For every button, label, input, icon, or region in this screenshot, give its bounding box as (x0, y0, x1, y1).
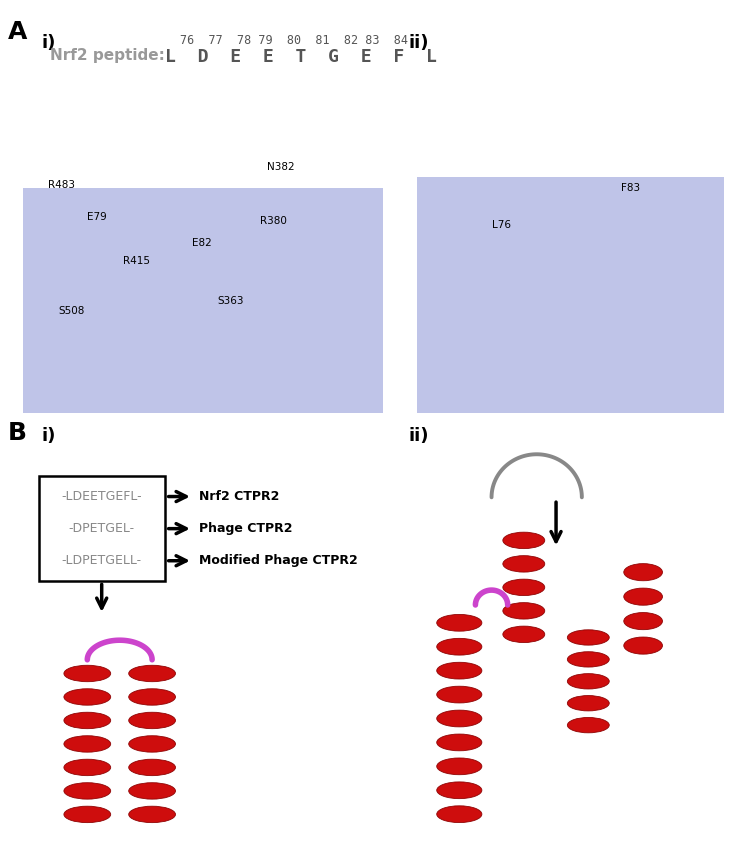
Text: R415: R415 (123, 256, 150, 266)
Ellipse shape (567, 695, 609, 711)
Text: 76  77  78 79  80  81  82 83  84: 76 77 78 79 80 81 82 83 84 (180, 34, 408, 47)
Text: S508: S508 (58, 306, 85, 317)
Ellipse shape (129, 665, 176, 682)
Ellipse shape (64, 712, 111, 728)
Text: F83: F83 (620, 184, 640, 193)
Ellipse shape (436, 710, 482, 727)
Text: A: A (8, 20, 27, 43)
FancyBboxPatch shape (39, 476, 165, 581)
Ellipse shape (436, 782, 482, 798)
Text: -LDPETGELL-: -LDPETGELL- (62, 554, 142, 568)
Ellipse shape (436, 662, 482, 679)
Ellipse shape (503, 626, 544, 643)
Text: Modified Phage CTPR2: Modified Phage CTPR2 (200, 554, 358, 568)
Ellipse shape (503, 580, 544, 596)
Text: Phage CTPR2: Phage CTPR2 (200, 523, 292, 535)
Text: B: B (8, 421, 26, 445)
Ellipse shape (567, 630, 609, 645)
Ellipse shape (64, 783, 111, 799)
Ellipse shape (624, 637, 662, 654)
Ellipse shape (129, 759, 176, 775)
Text: ii): ii) (409, 427, 429, 445)
Ellipse shape (503, 603, 544, 619)
Text: i): i) (41, 427, 56, 445)
Text: N382: N382 (267, 162, 295, 172)
Ellipse shape (129, 736, 176, 752)
Ellipse shape (129, 688, 176, 705)
Ellipse shape (567, 674, 609, 689)
Ellipse shape (567, 717, 609, 733)
Ellipse shape (436, 614, 482, 631)
Ellipse shape (567, 652, 609, 667)
Text: Nrf2 peptide:: Nrf2 peptide: (50, 48, 165, 63)
Text: -LDEETGEFL-: -LDEETGEFL- (62, 490, 142, 503)
Text: E79: E79 (87, 213, 107, 222)
Ellipse shape (64, 688, 111, 705)
Text: ii): ii) (409, 34, 429, 52)
Ellipse shape (436, 734, 482, 751)
Ellipse shape (436, 686, 482, 703)
Text: R380: R380 (260, 216, 287, 226)
Ellipse shape (503, 532, 544, 549)
Ellipse shape (503, 556, 544, 572)
Text: R483: R483 (48, 180, 75, 190)
Ellipse shape (64, 665, 111, 682)
Text: Nrf2 CTPR2: Nrf2 CTPR2 (200, 490, 280, 503)
Text: i): i) (41, 34, 56, 52)
Ellipse shape (64, 806, 111, 823)
Ellipse shape (624, 613, 662, 630)
Ellipse shape (129, 783, 176, 799)
Ellipse shape (436, 638, 482, 655)
Text: L76: L76 (491, 220, 511, 230)
Ellipse shape (129, 806, 176, 823)
Text: L  D  E  E  T  G  E  F  L: L D E E T G E F L (165, 48, 436, 66)
Ellipse shape (436, 806, 482, 823)
Ellipse shape (624, 563, 662, 580)
Text: -DPETGEL-: -DPETGEL- (69, 523, 135, 535)
Ellipse shape (436, 758, 482, 774)
Text: S363: S363 (217, 295, 244, 306)
Text: E82: E82 (192, 237, 211, 248)
Ellipse shape (64, 759, 111, 775)
Ellipse shape (129, 712, 176, 728)
Ellipse shape (624, 588, 662, 605)
Ellipse shape (64, 736, 111, 752)
